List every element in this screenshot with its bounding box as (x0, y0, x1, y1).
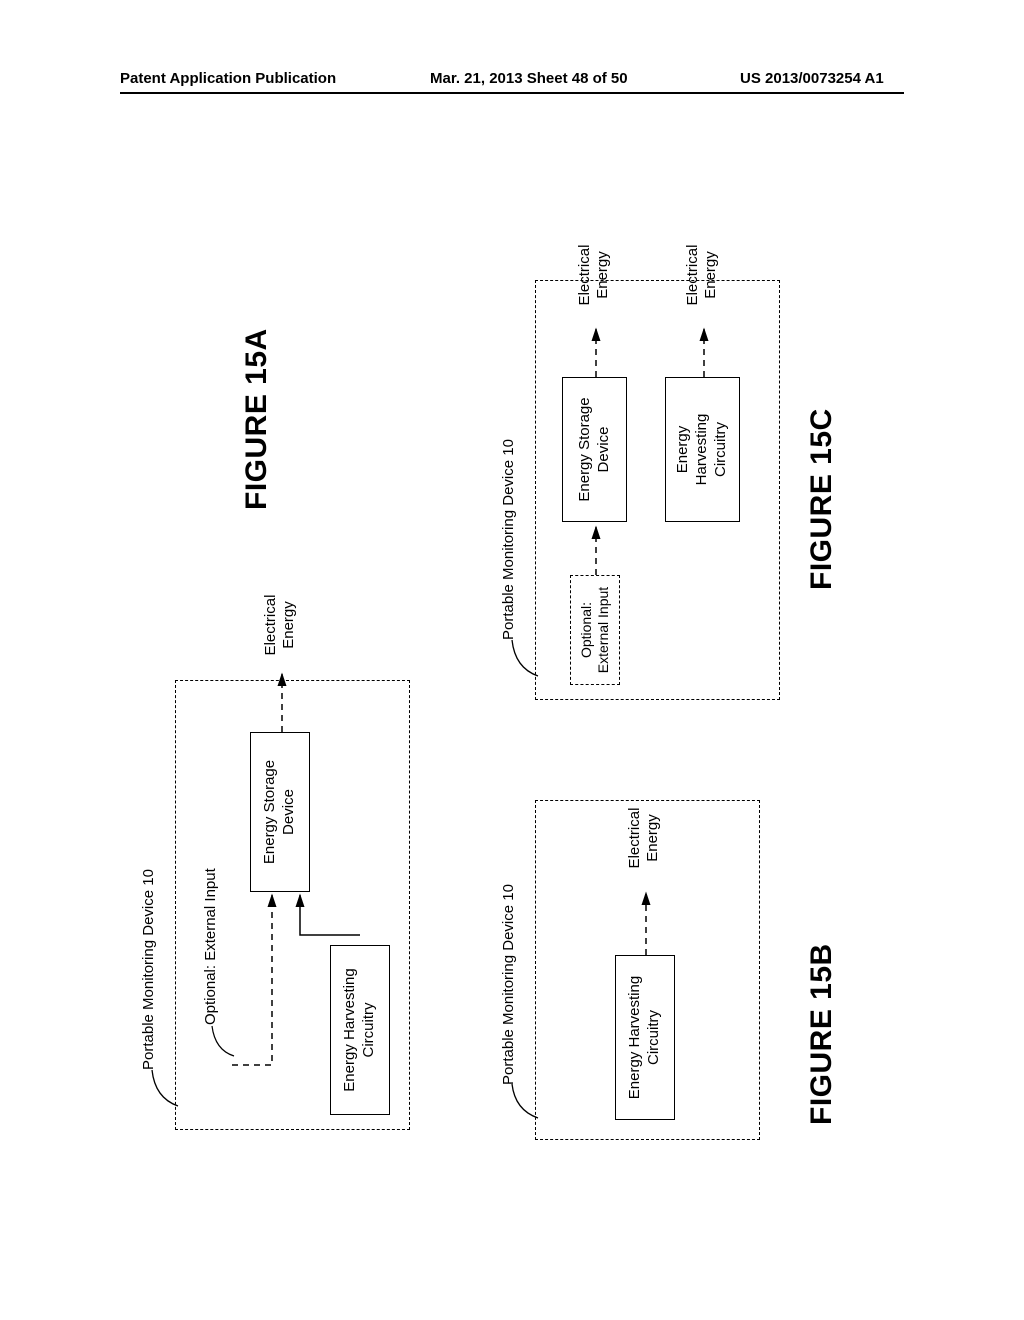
fig15c-harvest-out (696, 317, 716, 377)
fig15a-optional-label: Optional: External Input (202, 825, 220, 1025)
header-left: Patent Application Publication (120, 70, 336, 87)
fig15a-leader (150, 1068, 180, 1108)
fig15a-elec-label: Electrical Energy (262, 585, 298, 665)
figure-15a: Portable Monitoring Device 10 Optional: … (140, 590, 440, 1130)
figure-sheet: Portable Monitoring Device 10 Optional: … (110, 160, 900, 1180)
fig15c-elec2: Electrical Energy (684, 235, 720, 315)
fig15a-harvest-box: Energy Harvesting Circuitry (330, 945, 390, 1115)
header-right: US 2013/0073254 A1 (740, 70, 884, 87)
fig15b-title: Portable Monitoring Device 10 (500, 825, 518, 1085)
fig15c-storage-text: Energy Storage Device (576, 397, 614, 501)
fig15c-opt-to-storage (588, 515, 608, 575)
page: Patent Application Publication Mar. 21, … (0, 0, 1024, 1320)
header-rule (120, 92, 904, 94)
fig15c-leader (510, 638, 540, 678)
figure-15b: Portable Monitoring Device 10 Energy Har… (500, 740, 790, 1140)
fig15c-harvest-text: Energy Harvesting Circuitry (674, 414, 730, 486)
figure-15c: Portable Monitoring Device 10 Optional: … (500, 220, 800, 700)
fig15c-caption: FIGURE 15C (805, 408, 839, 590)
fig15b-harvest-text: Energy Harvesting Circuitry (626, 976, 664, 1099)
fig15a-storage-text: Energy Storage Device (261, 760, 299, 864)
fig15a-harvest-to-storage (290, 885, 370, 945)
fig15c-storage-box: Energy Storage Device (562, 377, 627, 522)
fig15b-caption: FIGURE 15B (805, 943, 839, 1125)
fig15a-ext-arrow (232, 885, 282, 1075)
fig15a-title: Portable Monitoring Device 10 (140, 810, 158, 1070)
header-mid: Mar. 21, 2013 Sheet 48 of 50 (430, 70, 628, 87)
fig15c-optional-text: Optional: External Input (578, 587, 612, 673)
fig15a-storage-box: Energy Storage Device (250, 732, 310, 892)
fig15c-elec1: Electrical Energy (576, 235, 612, 315)
fig15b-leader (510, 1082, 540, 1120)
fig15c-title: Portable Monitoring Device 10 (500, 380, 518, 640)
fig15b-out-arrow (638, 880, 658, 955)
fig15c-storage-out (588, 317, 608, 377)
fig15c-harvest-box: Energy Harvesting Circuitry (665, 377, 740, 522)
fig15c-optional-box: Optional: External Input (570, 575, 620, 685)
fig15a-out-arrow (274, 662, 294, 732)
fig15b-harvest-box: Energy Harvesting Circuitry (615, 955, 675, 1120)
fig15b-elec-label: Electrical Energy (626, 798, 662, 878)
fig15a-caption: FIGURE 15A (240, 328, 274, 510)
fig15a-harvest-text: Energy Harvesting Circuitry (341, 968, 379, 1091)
